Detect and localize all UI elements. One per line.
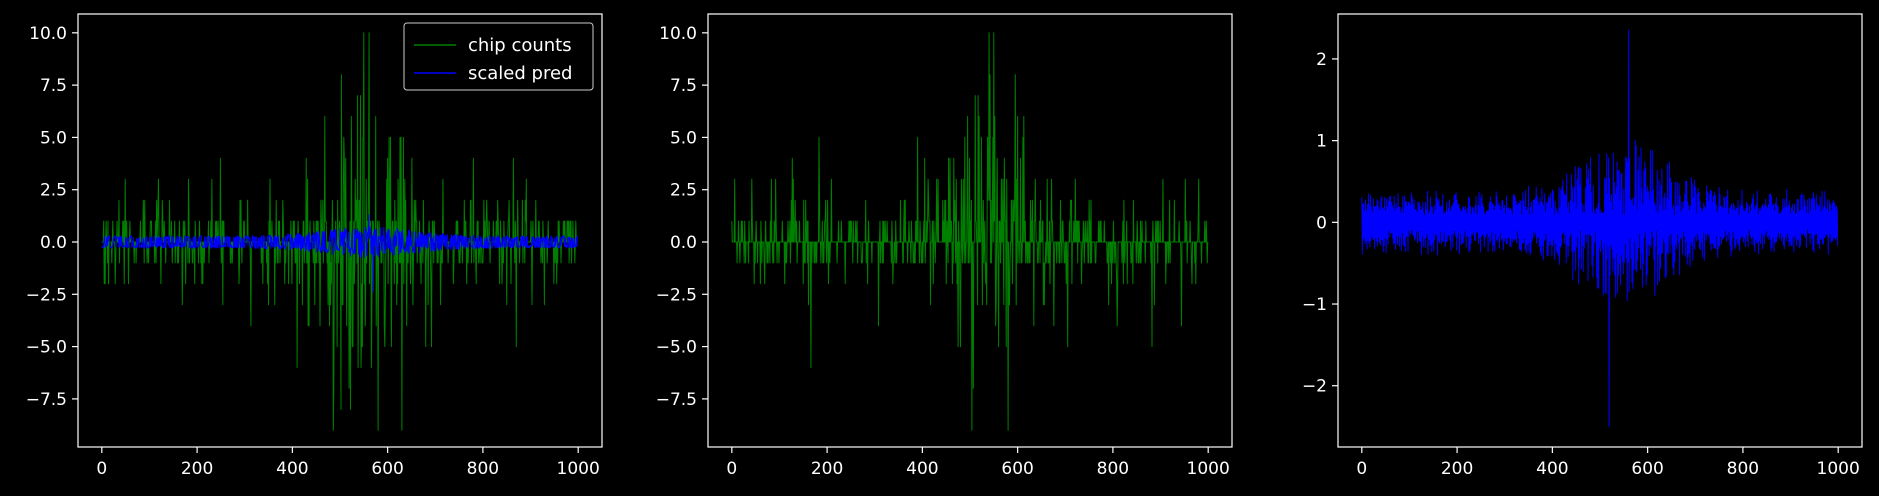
y-tick-label: −2 — [1302, 377, 1327, 397]
y-tick-label: 5.0 — [40, 128, 67, 148]
y-tick-label: 10.0 — [659, 24, 697, 44]
y-tick-label: 2.5 — [670, 181, 697, 201]
x-tick-label: 0 — [96, 459, 107, 479]
y-tick-label: 0.0 — [40, 233, 67, 253]
x-tick-label: 200 — [181, 459, 213, 479]
x-tick-label: 600 — [371, 459, 403, 479]
chart-panel-1: 0 200 400 600 800 1000 −7.5 −5.0 −2.5 0.0 2.5 5.0 7.… — [26, 13, 603, 479]
y-tick-label: 2.5 — [40, 181, 67, 201]
y-tick-label: 1 — [1316, 132, 1327, 152]
legend: chip counts scaled pred — [403, 22, 594, 91]
legend-label-scaled-pred: scaled pred — [468, 63, 572, 84]
x-tick-label: 0 — [1356, 459, 1367, 479]
x-tick-label: 800 — [1097, 459, 1129, 479]
axes-frame — [1337, 13, 1863, 448]
y-tick-label: −5.0 — [26, 338, 67, 358]
x-tick-label: 600 — [1001, 459, 1033, 479]
y-tick-label: 0.0 — [670, 233, 697, 253]
x-tick-label: 800 — [1727, 459, 1759, 479]
x-tick-label: 600 — [1631, 459, 1663, 479]
y-tick-label: −2.5 — [26, 285, 67, 305]
x-tick-label: 0 — [726, 459, 737, 479]
y-tick-label: 7.5 — [670, 76, 697, 96]
series-line-scaled-pred — [101, 214, 579, 293]
x-tick-label: 200 — [811, 459, 843, 479]
y-tick-label: −7.5 — [656, 390, 697, 410]
y-tick-label: 5.0 — [670, 128, 697, 148]
x-tick-label: 1000 — [1187, 459, 1230, 479]
y-tick-label: −5.0 — [656, 338, 697, 358]
y-tick-label: −1 — [1302, 295, 1327, 315]
x-tick-label: 1000 — [557, 459, 600, 479]
series-group — [1361, 29, 1839, 428]
y-tick-label: −7.5 — [26, 390, 67, 410]
series-line-chip-counts — [731, 32, 1209, 431]
series-line-scaled-pred — [1361, 29, 1839, 428]
x-tick-label: 400 — [1536, 459, 1568, 479]
legend-label-chip-counts: chip counts — [468, 35, 572, 56]
x-tick-label: 400 — [276, 459, 308, 479]
x-tick-label: 800 — [467, 459, 499, 479]
x-tick-label: 1000 — [1817, 459, 1860, 479]
y-tick-label: 7.5 — [40, 76, 67, 96]
series-group — [731, 32, 1209, 431]
axes-frame — [77, 13, 603, 448]
axes-frame — [707, 13, 1233, 448]
x-tick-label: 200 — [1441, 459, 1473, 479]
y-tick-label: 0 — [1316, 213, 1327, 233]
y-tick-label: −2.5 — [656, 285, 697, 305]
series-group — [101, 32, 579, 431]
y-tick-label: 2 — [1316, 50, 1327, 70]
y-tick-label: 10.0 — [29, 24, 67, 44]
chart-panel-2: 0 200 400 600 800 1000 −7.5 −5.0 −2.5 0.0 2.5 5.0 7.… — [656, 13, 1233, 479]
x-tick-label: 400 — [906, 459, 938, 479]
chart-panel-3: 0 200 400 600 800 1000 −2 −1 0 1 2 — [1302, 13, 1863, 479]
